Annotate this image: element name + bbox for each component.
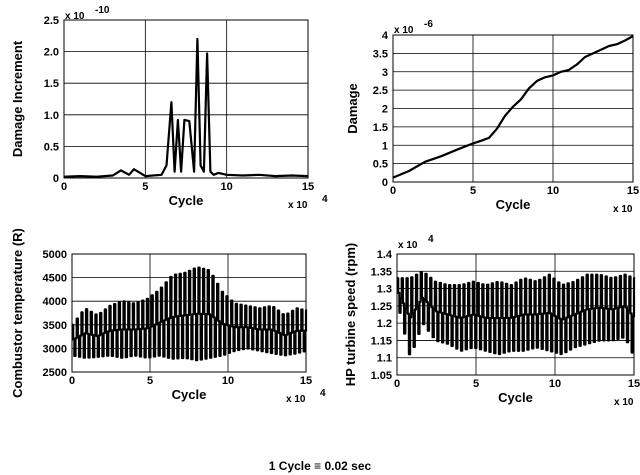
panel3-ytick-label-5: 5000 [43, 249, 67, 261]
panel4-xtick-label-2: 10 [549, 378, 561, 390]
panel4-y-multiplier: x 10 [398, 240, 418, 251]
panel3-ytick-label-4: 4500 [43, 273, 67, 285]
panel2-ytick-label-5: 2.5 [373, 85, 388, 97]
panel2-ytick-label-0: 0 [382, 177, 388, 189]
panel1-ytick-label-5: 2.5 [44, 15, 59, 27]
panel2-frame [392, 34, 634, 183]
panel3-xtick-label-0: 0 [69, 375, 75, 387]
panel2-ytick-label-1: 0.5 [373, 159, 388, 171]
panel3-xtick-label-1: 5 [147, 375, 153, 387]
panel1-xtick-label-3: 15 [302, 181, 314, 193]
panel1-xtick-label-2: 10 [221, 181, 233, 193]
panel3-ytick-label-0: 2500 [43, 367, 67, 379]
panel1-x-multiplier: x 10 [288, 200, 308, 211]
panel4-y-exponent: 4 [428, 234, 434, 245]
panel2-ylabel: Damage [345, 83, 360, 134]
panel3-xtick-label-2: 10 [222, 375, 234, 387]
panel4-x-multiplier: x 10 [614, 397, 634, 408]
panel2-xtick-label-2: 10 [547, 185, 559, 197]
panel4-ytick-label-4: 1.25 [371, 301, 392, 313]
panel4-ytick-label-5: 1.3 [377, 284, 392, 296]
panel2-ytick-label-4: 2 [382, 104, 388, 116]
panel2-x-multiplier: x 10 [613, 204, 633, 215]
panel1-ytick-label-1: 0.5 [44, 141, 59, 153]
panel3-xlabel: Cycle [172, 387, 207, 402]
panel1-ytick-label-2: 1.0 [44, 110, 59, 122]
panel1-ytick-label-4: 2.0 [44, 47, 59, 59]
panel4-ytick-label-3: 1.2 [377, 318, 392, 330]
panel3-x-multiplier: x 10 [286, 394, 306, 405]
panel2-ytick-label-3: 1.5 [373, 122, 388, 134]
panel4-ytick-label-0: 1.05 [371, 370, 392, 382]
panel3-series-line [72, 266, 308, 362]
panel4-ylabel: HP turbine speed (rpm) [343, 243, 358, 387]
panel2-y-multiplier: x 10 [394, 25, 414, 36]
panel3-x-exponent: 4 [320, 388, 326, 399]
panel4-xtick-label-3: 15 [628, 378, 640, 390]
panel1-x-exponent: 4 [322, 194, 328, 205]
panel2-xtick-label-3: 15 [627, 185, 639, 197]
panel1-ytick-label-0: 0 [53, 173, 59, 185]
panel1-series-line [63, 37, 309, 178]
panel1-y-multiplier: x 10 [65, 11, 85, 22]
panel4-ytick-label-2: 1.15 [371, 335, 392, 347]
footnote: 1 Cycle ≡ 0.02 sec [269, 459, 372, 473]
panel4-frame [396, 253, 635, 376]
panel1-frame [63, 19, 309, 179]
panel1-xlabel: Cycle [169, 193, 204, 208]
panel1-xtick-label-1: 5 [142, 181, 148, 193]
panel4-ytick-label-1: 1.1 [377, 353, 392, 365]
panel2-xtick-label-0: 0 [390, 185, 396, 197]
panel1-xtick-label-0: 0 [61, 181, 67, 193]
panel3-frame [71, 253, 307, 373]
panel2-ytick-label-6: 3 [382, 67, 388, 79]
panel3-ytick-label-1: 3000 [43, 343, 67, 355]
panel4-xtick-label-1: 5 [473, 378, 479, 390]
panel3-xtick-label-3: 15 [300, 375, 312, 387]
panel4-xlabel: Cycle [498, 390, 533, 405]
panel2-xtick-label-1: 5 [470, 185, 476, 197]
panel3-ytick-label-2: 3500 [43, 320, 67, 332]
panel4-ytick-label-7: 1.4 [377, 249, 393, 261]
panel2-ytick-label-7: 3.5 [373, 48, 388, 60]
panel2-series-line [392, 35, 634, 179]
panel2-ytick-label-8: 4 [382, 30, 389, 42]
panel4-ytick-label-6: 1.35 [371, 266, 392, 278]
panel3-ylabel: Combustor temperature (R) [10, 228, 25, 398]
panel1-y-exponent: -10 [95, 5, 110, 16]
panel2-xlabel: Cycle [496, 197, 531, 212]
panel2-y-exponent: -6 [424, 19, 433, 30]
panel1-ylabel: Damage Increment [10, 40, 25, 157]
panel2-ytick-label-2: 1 [382, 140, 388, 152]
panel1-ytick-label-3: 1.5 [44, 78, 59, 90]
panel4-series-line [397, 271, 636, 356]
panel3-ytick-label-3: 4000 [43, 296, 67, 308]
panel4-xtick-label-0: 0 [394, 378, 400, 390]
